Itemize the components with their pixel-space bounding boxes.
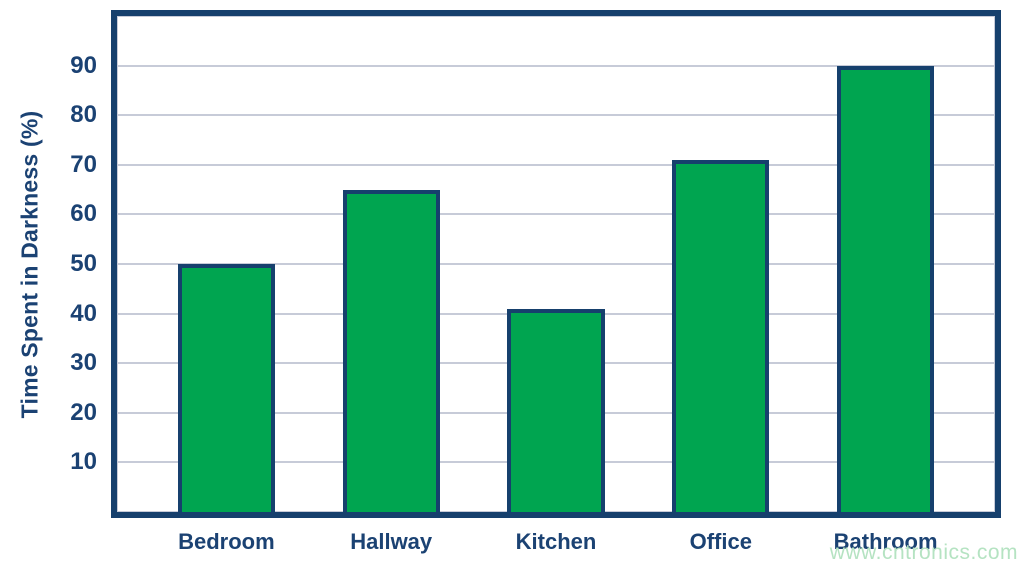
y-tick-80: 80 [70,101,97,129]
bar-slot-bedroom [144,16,309,512]
bar-slot-kitchen [474,16,639,512]
x-label-kitchen: Kitchen [515,529,597,554]
gridline-70 [117,163,995,166]
x-label-hallway: Hallway [350,529,433,554]
bars-layer [117,16,995,512]
gridline-50 [117,263,995,265]
x-label-office: Office [689,529,752,554]
gridline-90 [117,64,995,67]
y-tick-90: 90 [70,51,97,79]
y-tick-60: 60 [70,200,97,228]
bar-bedroom [177,264,275,512]
watermark-text: www.cntronics.com [829,541,1018,564]
bar-bathroom [836,65,935,512]
y-tick-70: 70 [70,150,97,178]
bar-hallway [342,189,440,512]
bar-slot-bathroom [803,16,968,512]
gridline-60 [117,213,995,216]
bar-kitchen [507,308,605,512]
x-label-bathroom: Bathroom [833,529,938,554]
y-tick-50: 50 [70,250,97,277]
x-label-bedroom: Bedroom [178,529,275,554]
y-tick-20: 20 [70,398,97,426]
plot-area [111,10,1001,518]
gridline-80 [117,114,995,117]
bar-slot-office [638,16,803,512]
bar-office [672,159,770,512]
y-tick-30: 30 [70,349,97,377]
x-axis-labels: Bedroom Hallway Kitchen Office Bathroom [144,524,968,560]
y-axis-ticks: 10 20 30 40 50 60 70 80 90 [0,16,97,512]
bar-slot-hallway [309,16,474,512]
y-tick-10: 10 [70,448,97,476]
y-tick-40: 40 [70,299,97,327]
